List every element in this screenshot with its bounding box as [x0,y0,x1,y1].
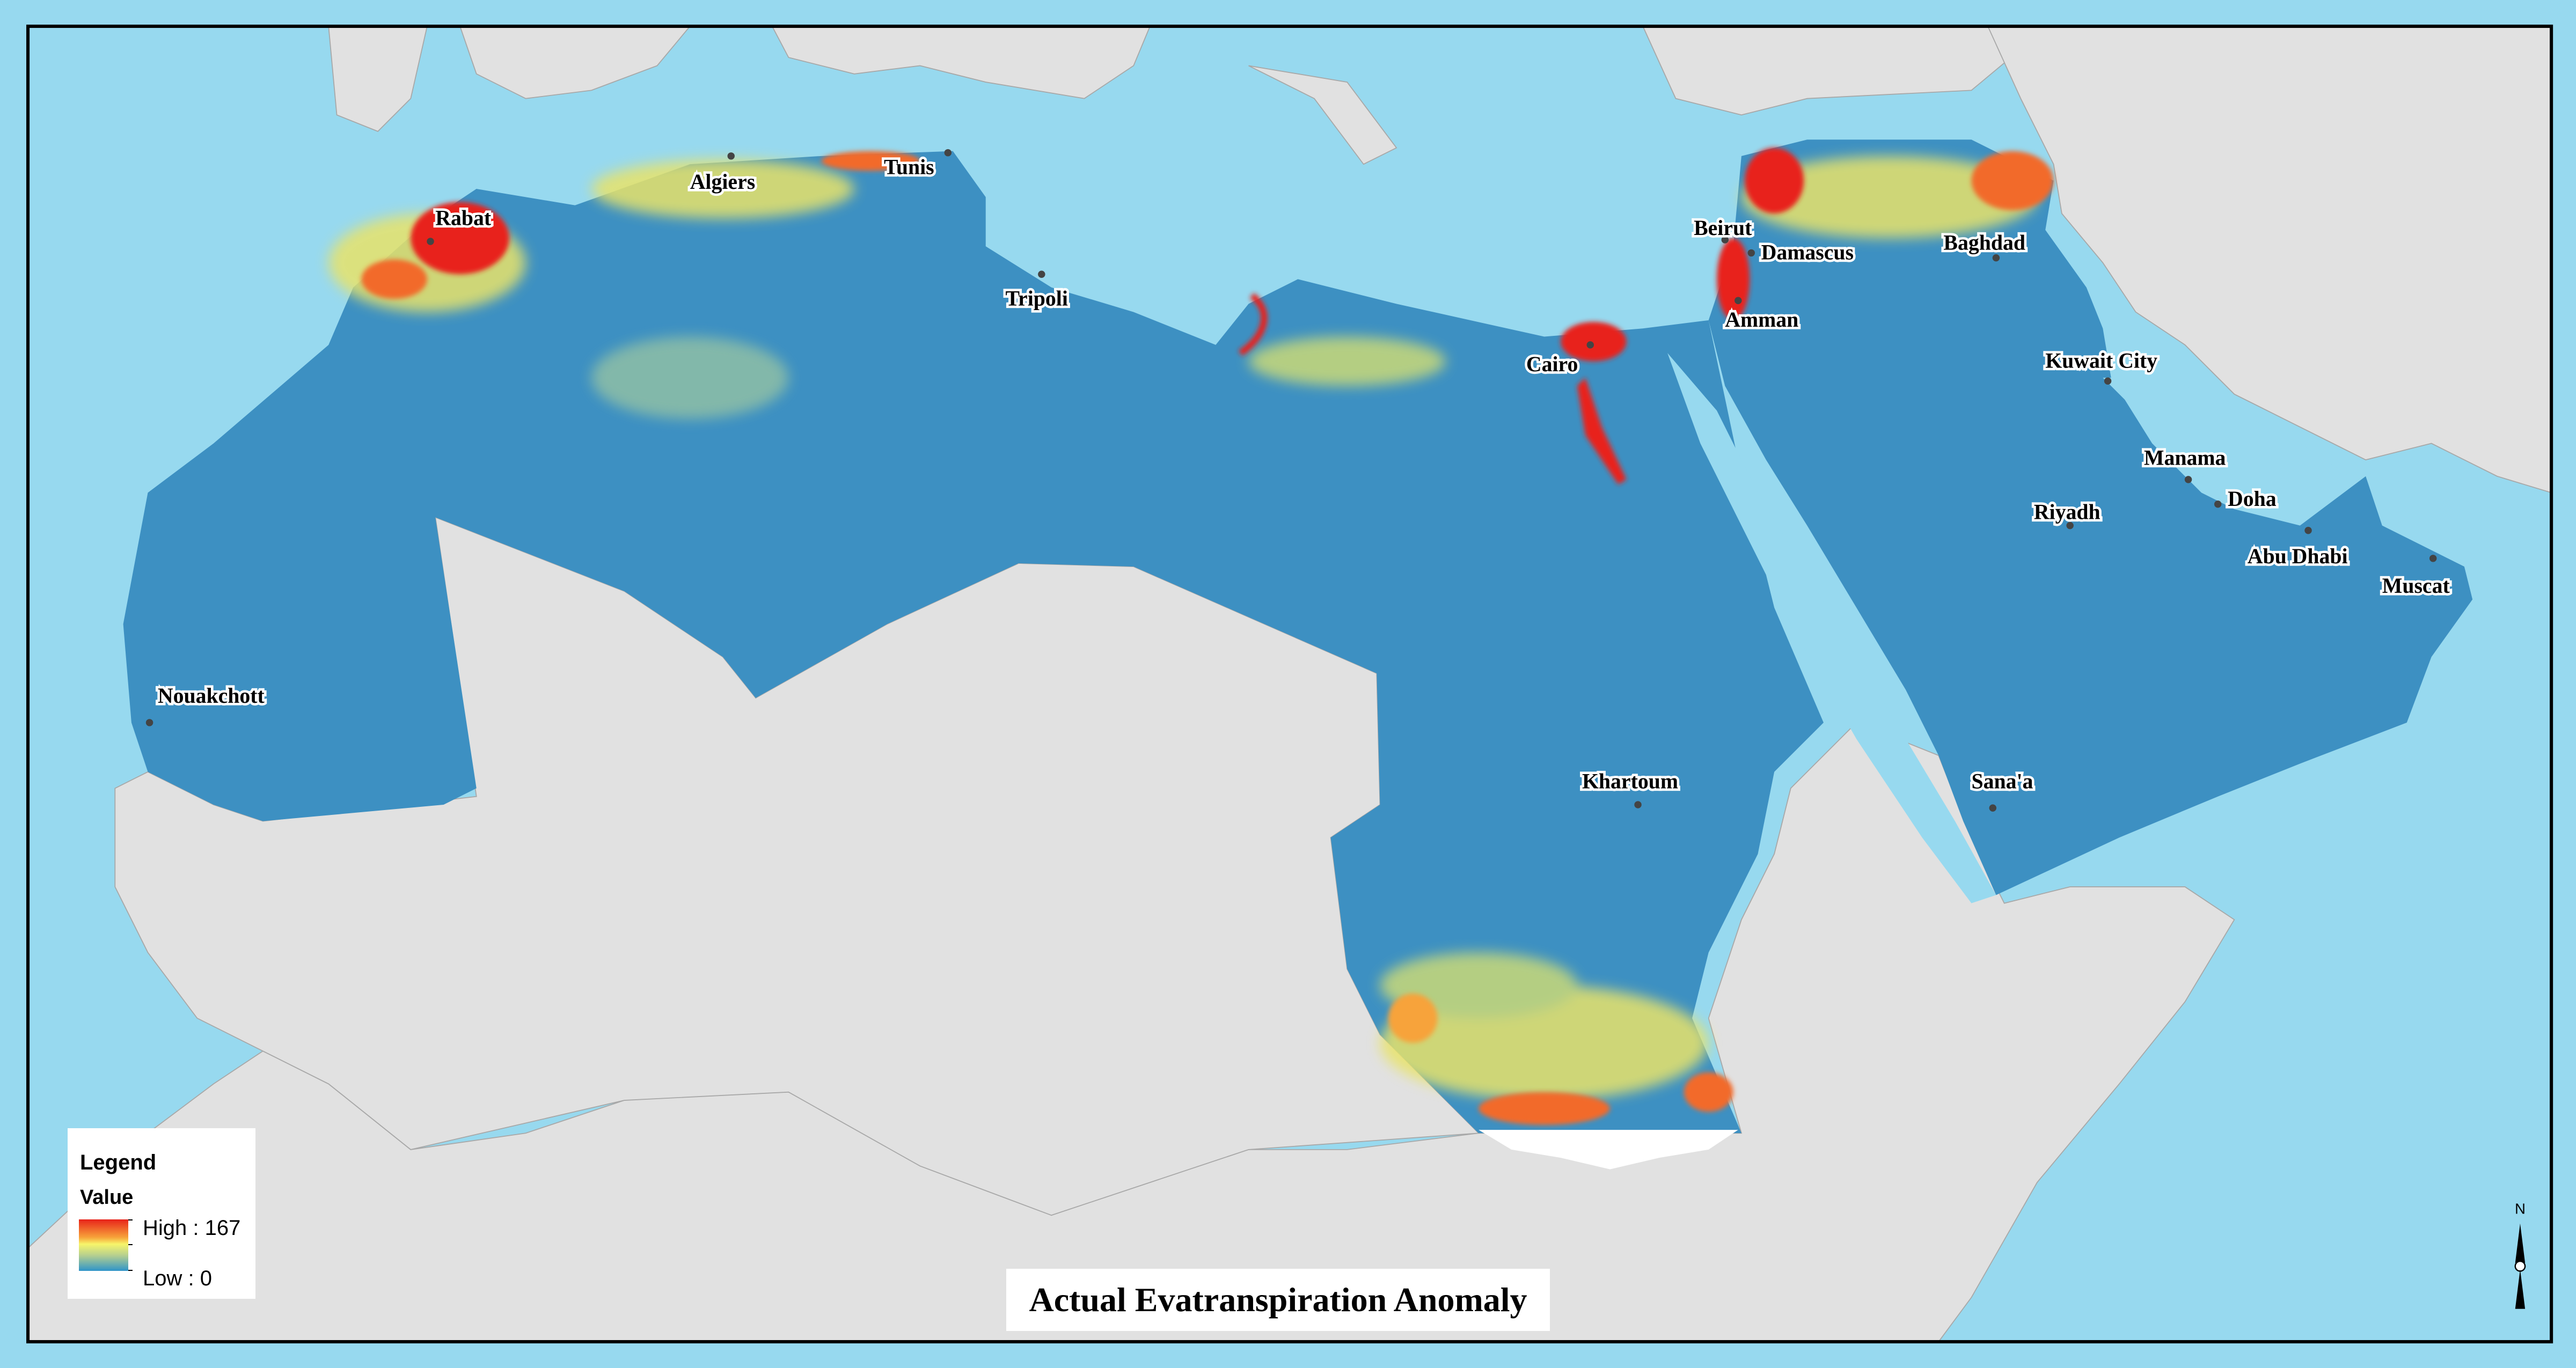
north-arrow: N [2514,1200,2526,1309]
city-marker-nouakchott [145,719,153,726]
city-label-rabat: Rabat [435,206,492,230]
city-marker-manama [2184,476,2192,483]
north-arrow-label: N [2515,1200,2526,1217]
city-marker-tripoli [1038,270,1045,278]
persian-gulf [2103,378,2350,493]
legend-tick-mid [128,1244,133,1245]
city-marker-rabat [427,238,434,245]
city-marker-beirut [1721,236,1729,244]
city-label-abu-dhabi: Abu Dhabi [2248,545,2348,568]
city-label-cairo: Cairo [1526,352,1578,376]
city-label-muscat: Muscat [2382,574,2450,598]
city-label-sana-a: Sana'a [1971,769,2033,793]
legend-low-label: Low : 0 [143,1267,212,1290]
surrounding-land [27,26,2552,1342]
city-label-amman: Amman [1725,308,1798,332]
city-marker-damascus [1747,249,1755,257]
city-label-baghdad: Baghdad [1943,231,2025,254]
city-marker-riyadh [2066,521,2074,529]
city-label-nouakchott: Nouakchott [158,684,265,708]
city-label-khartoum: Khartoum [1582,769,1678,793]
anomaly-raster [123,139,2473,1170]
city-label-beirut: Beirut [1694,216,1752,240]
red-sea [1667,353,1996,903]
region-arabia [1708,139,2473,895]
city-marker-abu-dhabi [2304,527,2312,534]
legend-tick-high [128,1219,133,1220]
city-label-riyadh: Riyadh [2034,500,2101,524]
south-sudan-notch [1479,1130,1738,1170]
legend-high-label: High : 167 [143,1216,241,1240]
city-marker-tunis [944,149,952,157]
city-marker-doha [2214,501,2222,508]
legend-title: Legend [80,1151,157,1174]
city-label-algiers: Algiers [690,170,756,194]
legend: Legend Value High : 167 Low : 0 [68,1128,255,1299]
city-layer: Rabat Algiers Tunis Tripoli Cairo Beirut Damas… [145,149,2453,812]
city-label-tripoli: Tripoli [1005,286,1067,310]
city-label-doha: Doha [2228,487,2277,511]
city-marker-amman [1735,297,1742,304]
city-label-tunis: Tunis [884,155,934,179]
city-marker-baghdad [1992,254,2000,262]
city-marker-muscat [2429,555,2437,562]
legend-field: Value [80,1186,134,1209]
city-marker-algiers [727,152,735,160]
legend-tick-low [128,1270,133,1271]
map-frame [26,24,2553,1344]
city-marker-cairo [1586,341,1594,349]
city-label-manama: Manama [2144,446,2226,469]
legend-color-ramp [79,1219,128,1271]
city-marker-sana-a [1989,804,1997,812]
region-north-africa [123,151,1824,1134]
city-marker-khartoum [1634,801,1642,808]
city-label-kuwait-city: Kuwait City [2045,349,2157,373]
city-marker-kuwait-city [2104,377,2112,385]
map-title: Actual Evatranspiration Anomaly [1006,1269,1550,1331]
city-label-damascus: Damascus [1761,241,1854,264]
